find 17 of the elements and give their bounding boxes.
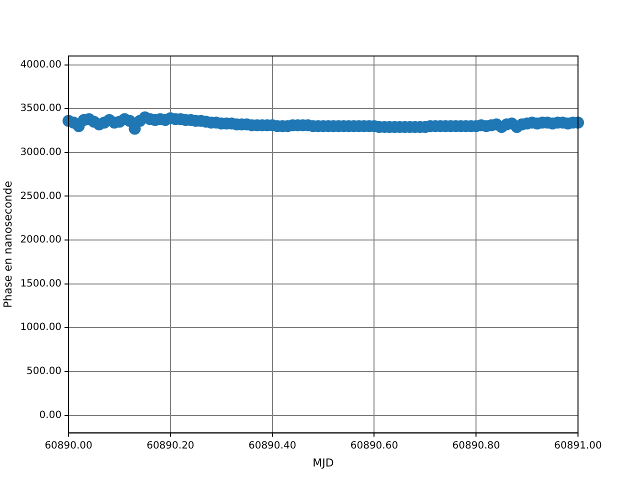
x-tick-label: 60890.60 — [350, 440, 398, 452]
y-tick-label: 2500.00 — [20, 190, 62, 202]
x-tick-label: 60891.00 — [554, 440, 602, 452]
x-tick-label: 60890.80 — [452, 440, 500, 452]
x-tick-label: 60890.40 — [248, 440, 296, 452]
x-axis-title: MJD — [312, 456, 334, 470]
y-tick-label: 3000.00 — [20, 146, 62, 158]
y-tick-label: 0.00 — [39, 410, 62, 421]
y-tick-label: 1000.00 — [20, 322, 62, 334]
x-tick-label: 60890.00 — [44, 440, 92, 452]
x-tick-label: 60890.20 — [146, 440, 194, 452]
y-tick-label: 1500.00 — [20, 278, 62, 290]
y-axis-title: Phase en nanoseconde — [1, 180, 14, 308]
y-tick-label: 2000.00 — [20, 234, 62, 246]
y-tick-label: 4000.00 — [20, 59, 62, 70]
y-tick-label: 3500.00 — [20, 103, 62, 114]
y-tick-label: 500.00 — [26, 366, 62, 378]
